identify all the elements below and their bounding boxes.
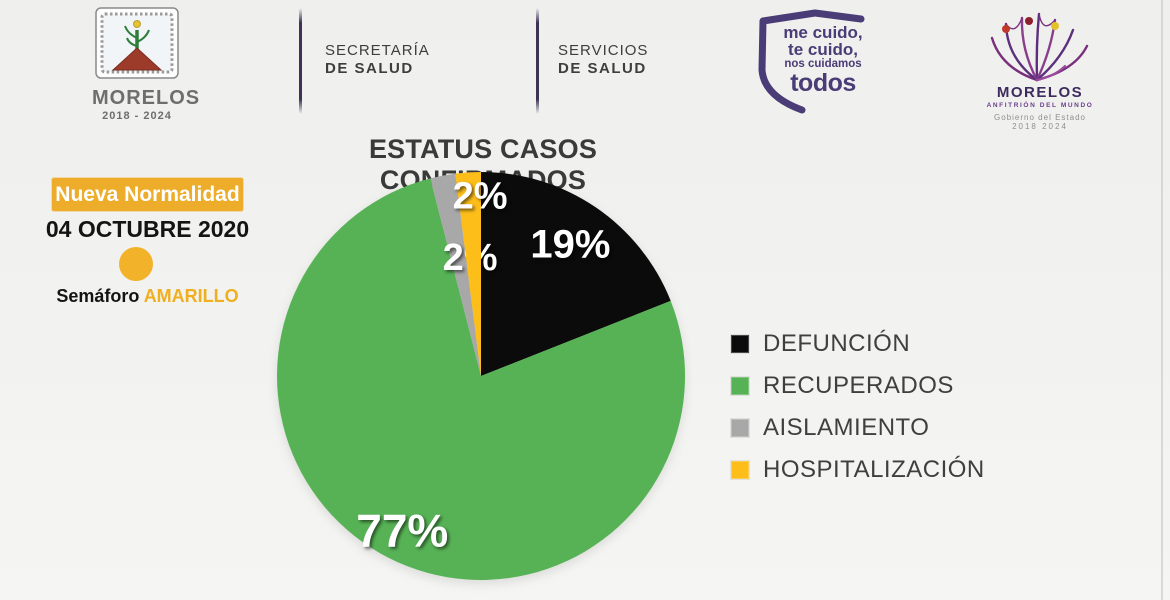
semaforo-value: AMARILLO (143, 286, 239, 306)
servicios-de-salud-wordmark: SERVICIOS DE SALUD (558, 42, 648, 77)
semaforo-label: Semáforo (56, 286, 140, 306)
pie-chart: 19%77%2%2% (277, 171, 686, 580)
secretaria-de-salud-wordmark: SECRETARÍA DE SALUD (325, 42, 430, 77)
legend-swatch-hospitalizacion (731, 461, 749, 479)
pie-slice-defuncion (481, 172, 671, 376)
anfitrion-tagline: ANFITRIÓN DEL MUNDO (986, 102, 1094, 109)
legend-swatch-aislamiento (731, 419, 749, 437)
legend-item-defuncion: DEFUNCIÓN (731, 330, 985, 358)
anfitrion-gobierno: Gobierno del Estado (994, 113, 1086, 122)
anfitrion-flower-icon (990, 12, 1089, 82)
anfitrion-name: MORELOS (996, 84, 1084, 101)
legend-label-aislamiento: AISLAMIENTO (763, 414, 930, 441)
legend-label-recuperados: RECUPERADOS (763, 372, 954, 399)
report-date: 04 OCTUBRE 2020 (45, 216, 250, 242)
semaforo-status: Semáforo AMARILLO (30, 286, 265, 307)
me-cuido-shield-icon (758, 9, 865, 114)
secretaria-line2: DE SALUD (325, 60, 414, 77)
morelos-seal-block: MORELOS 2018 - 2024 (92, 6, 201, 122)
anfitrion-years: 2018 2024 (1012, 122, 1068, 131)
pie-label-recuperados: 77% (356, 505, 448, 557)
secretaria-line1: SECRETARÍA (325, 42, 430, 59)
cuido-line2: te cuido, (788, 40, 858, 59)
cuido-line4: todos (790, 69, 856, 97)
cuido-line3: nos cuidamos (784, 58, 862, 70)
legend-item-aislamiento: AISLAMIENTO (731, 414, 985, 442)
scan-edge-artifact (1161, 0, 1163, 600)
header-divider (536, 8, 539, 114)
semaforo-amarillo-indicator-icon (119, 247, 153, 281)
header-divider (299, 8, 302, 114)
pie-slice-aislamiento (430, 173, 481, 376)
chart-legend: DEFUNCIÓN RECUPERADOS AISLAMIENTO HOSPITALI… (731, 330, 985, 498)
legend-item-recuperados: RECUPERADOS (731, 372, 985, 400)
cuido-line1: me cuido, (783, 23, 863, 42)
legend-label-hospitalizacion: HOSPITALIZACIÓN (763, 456, 985, 483)
servicios-line1: SERVICIOS (558, 42, 649, 59)
legend-swatch-recuperados (731, 377, 749, 395)
legend-label-defuncion: DEFUNCIÓN (763, 330, 911, 357)
pie-slice-recuperados (277, 178, 686, 580)
morelos-coat-of-arms-icon (95, 7, 179, 79)
pie-label-defuncion: 19% (530, 222, 610, 266)
pie-label-hospitalizacion: 2% (453, 176, 508, 218)
seal-title: MORELOS (92, 87, 201, 109)
servicios-line2: DE SALUD (558, 60, 647, 77)
pie-slice-hospitalizacion (455, 171, 481, 376)
legend-item-hospitalizacion: HOSPITALIZACIÓN (731, 456, 985, 484)
me-cuido-slogan: me cuido, te cuido, nos cuidamos todos (779, 24, 867, 96)
nueva-normalidad-banner: Nueva Normalidad (52, 178, 243, 211)
seal-years: 2018 - 2024 (102, 110, 172, 122)
legend-swatch-defuncion (731, 335, 749, 353)
anfitrion-wordmark: MORELOS ANFITRIÓN DEL MUNDO Gobierno del… (975, 84, 1105, 131)
